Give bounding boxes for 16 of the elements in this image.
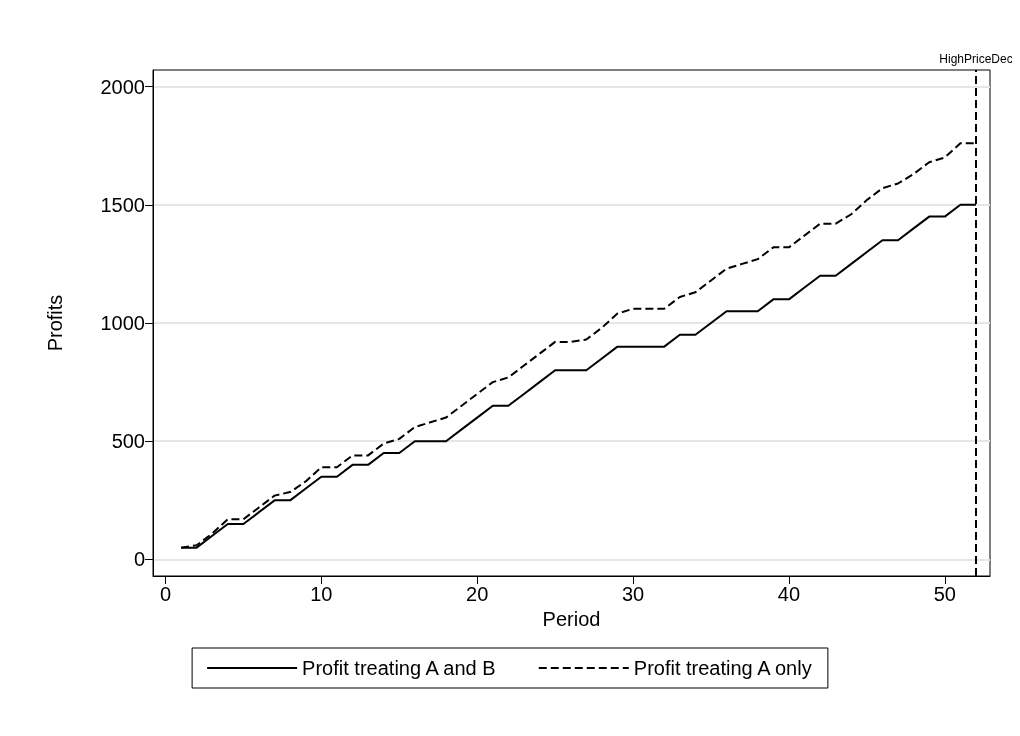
ref-line-label: HighPriceDec <box>939 52 1013 66</box>
x-axis-title: Period <box>542 607 601 630</box>
x-tick-label: 20 <box>466 583 489 605</box>
y-tick-label: 0 <box>133 548 145 571</box>
y-tick-label: 2000 <box>100 75 145 98</box>
y-tick-label: 1500 <box>100 193 145 216</box>
x-tick-label: 40 <box>777 583 801 605</box>
x-tick-label: 10 <box>310 583 333 605</box>
x-tick-label: 50 <box>933 583 956 605</box>
y-axis-title: Profits <box>44 294 66 352</box>
legend-label: Profit treating A and B <box>302 657 496 679</box>
y-tick-label: 500 <box>111 430 145 453</box>
y-tick-label: 1000 <box>100 312 145 334</box>
legend-label: Profit treating A only <box>633 657 812 679</box>
x-tick-label: 0 <box>159 583 172 605</box>
x-tick-label: 30 <box>621 583 645 605</box>
